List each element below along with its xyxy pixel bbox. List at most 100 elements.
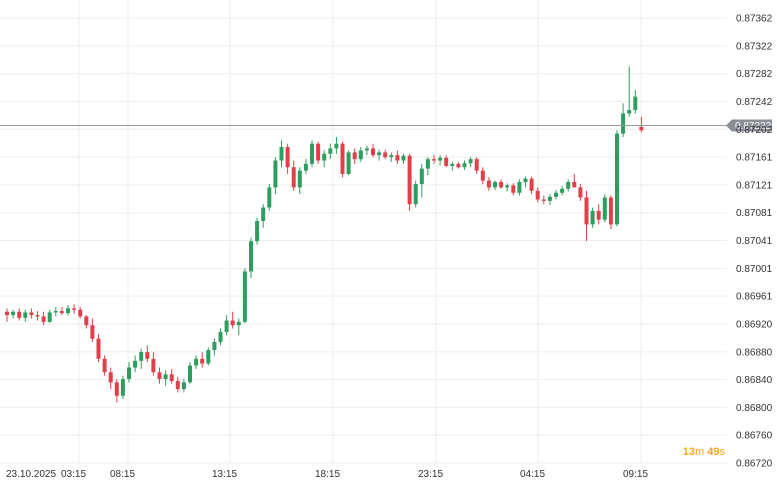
candle-body — [90, 325, 95, 339]
candle — [371, 143, 375, 158]
candle-body — [230, 320, 235, 326]
candle — [535, 187, 540, 203]
timer-minutes-unit: m — [695, 446, 705, 458]
candle — [322, 150, 327, 168]
candle — [627, 66, 632, 117]
candle — [523, 176, 528, 188]
candle — [218, 328, 223, 346]
candle-body — [66, 308, 70, 314]
candle-body — [169, 374, 174, 381]
candle-body — [371, 148, 375, 156]
candle-body — [236, 321, 241, 326]
candle — [230, 311, 235, 329]
candle-body — [352, 152, 357, 160]
current-price-tag — [726, 119, 772, 132]
candle-body — [547, 196, 552, 201]
candle — [145, 345, 150, 363]
candle — [273, 157, 278, 195]
candle — [53, 307, 58, 317]
candle — [316, 141, 321, 164]
candle-body — [35, 315, 40, 317]
candle — [5, 308, 9, 322]
candle-body — [486, 180, 491, 188]
candle — [462, 160, 467, 170]
candle — [163, 370, 168, 386]
x-tick-label: 18:15 — [315, 469, 340, 480]
candle-body — [175, 380, 180, 390]
candle — [175, 376, 180, 393]
candle-body — [566, 182, 571, 189]
candle-body — [322, 153, 327, 161]
candle-body — [133, 360, 138, 368]
candle-body — [627, 110, 632, 114]
candle — [596, 204, 601, 225]
candle-body — [59, 311, 64, 314]
y-tick-label: 0.86920 — [736, 319, 773, 330]
candle-body — [383, 152, 388, 158]
candle-body — [493, 182, 497, 188]
candle — [615, 130, 619, 227]
candle — [279, 140, 284, 168]
candle-body — [41, 316, 46, 322]
candle — [511, 183, 516, 196]
candle — [249, 237, 253, 279]
current-price-line: 0.87222 — [0, 119, 772, 132]
candle — [474, 157, 479, 174]
candle — [127, 362, 131, 383]
candle-body — [596, 210, 601, 220]
candle-body — [450, 163, 455, 166]
candle — [261, 204, 266, 228]
y-tick-label: 0.86840 — [736, 375, 773, 386]
candle — [352, 148, 357, 164]
candle — [133, 355, 138, 373]
candle — [108, 367, 113, 390]
candle-body — [584, 197, 589, 225]
candle — [346, 150, 351, 176]
candle-body — [316, 143, 321, 161]
x-tick-label: 03:15 — [61, 469, 86, 480]
candle-body — [505, 185, 510, 188]
candle — [310, 140, 314, 168]
y-tick-label: 0.86720 — [736, 459, 773, 470]
candle — [547, 194, 552, 205]
candle — [639, 116, 644, 133]
candle-body — [413, 184, 418, 205]
candle — [151, 352, 156, 376]
candle — [578, 184, 583, 201]
y-tick-label: 0.86880 — [736, 347, 773, 358]
candle-body — [261, 207, 266, 222]
candle — [517, 179, 522, 196]
candle-body — [608, 197, 613, 225]
candle-body — [328, 148, 333, 154]
candle — [17, 308, 22, 321]
candle — [584, 190, 589, 242]
candle-body — [242, 271, 247, 322]
y-tick-label: 0.87081 — [736, 208, 773, 219]
candle-body — [181, 382, 186, 390]
candle — [493, 180, 497, 191]
candle — [340, 141, 345, 178]
candle-body — [334, 143, 339, 149]
candle — [35, 311, 40, 321]
candle — [334, 136, 339, 154]
candle-body — [139, 352, 144, 361]
timer-seconds: 49 — [707, 446, 720, 458]
candle-body — [279, 147, 284, 161]
candle — [200, 352, 205, 368]
candle — [554, 190, 558, 200]
candle-body — [29, 312, 34, 316]
candle — [395, 150, 400, 164]
candle-body — [346, 152, 351, 174]
candle-body — [407, 155, 412, 205]
candle-body — [285, 147, 290, 168]
candle-body — [529, 178, 534, 191]
candle — [425, 157, 430, 176]
x-tick-label: 08:15 — [110, 469, 135, 480]
grid-lines — [0, 0, 727, 464]
candle — [90, 318, 95, 343]
candle-body — [218, 331, 223, 343]
candle — [236, 318, 241, 336]
candle — [413, 180, 418, 208]
candle-body — [572, 182, 577, 188]
